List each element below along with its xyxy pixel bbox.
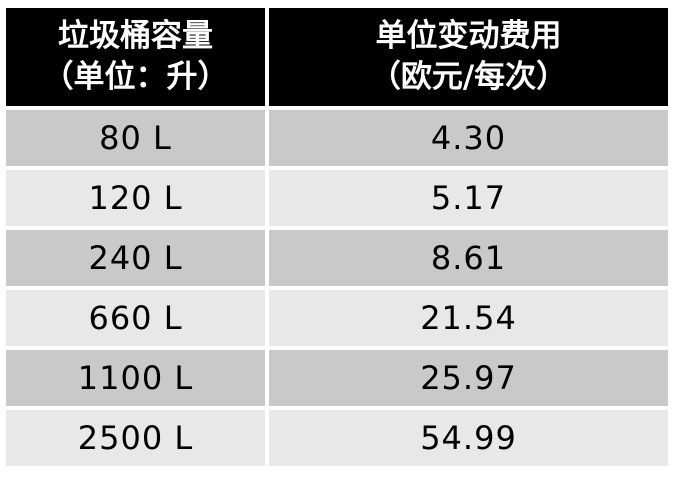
cost-cell: 21.54: [269, 290, 668, 346]
capacity-cell: 120 L: [6, 170, 265, 226]
header-cell-unit-cost: 单位变动费用 （欧元/每次）: [269, 8, 668, 106]
cost-table: 垃圾桶容量 （单位：升） 单位变动费用 （欧元/每次） 80 L 4.30 12…: [6, 8, 668, 466]
capacity-cell: 240 L: [6, 230, 265, 286]
capacity-cell: 660 L: [6, 290, 265, 346]
cost-cell: 8.61: [269, 230, 668, 286]
capacity-cell: 1100 L: [6, 350, 265, 406]
cost-cell: 5.17: [269, 170, 668, 226]
capacity-cell: 2500 L: [6, 410, 265, 466]
header-capacity-line1: 垃圾桶容量: [58, 18, 213, 55]
capacity-cell: 80 L: [6, 110, 265, 166]
header-cell-capacity: 垃圾桶容量 （单位：升）: [6, 8, 265, 106]
header-capacity-line2: （单位：升）: [42, 59, 229, 95]
cost-cell: 25.97: [269, 350, 668, 406]
cost-cell: 4.30: [269, 110, 668, 166]
header-unit-cost-line1: 单位变动费用: [375, 18, 562, 55]
cost-cell: 54.99: [269, 410, 668, 466]
header-unit-cost-line2: （欧元/每次）: [369, 59, 568, 95]
